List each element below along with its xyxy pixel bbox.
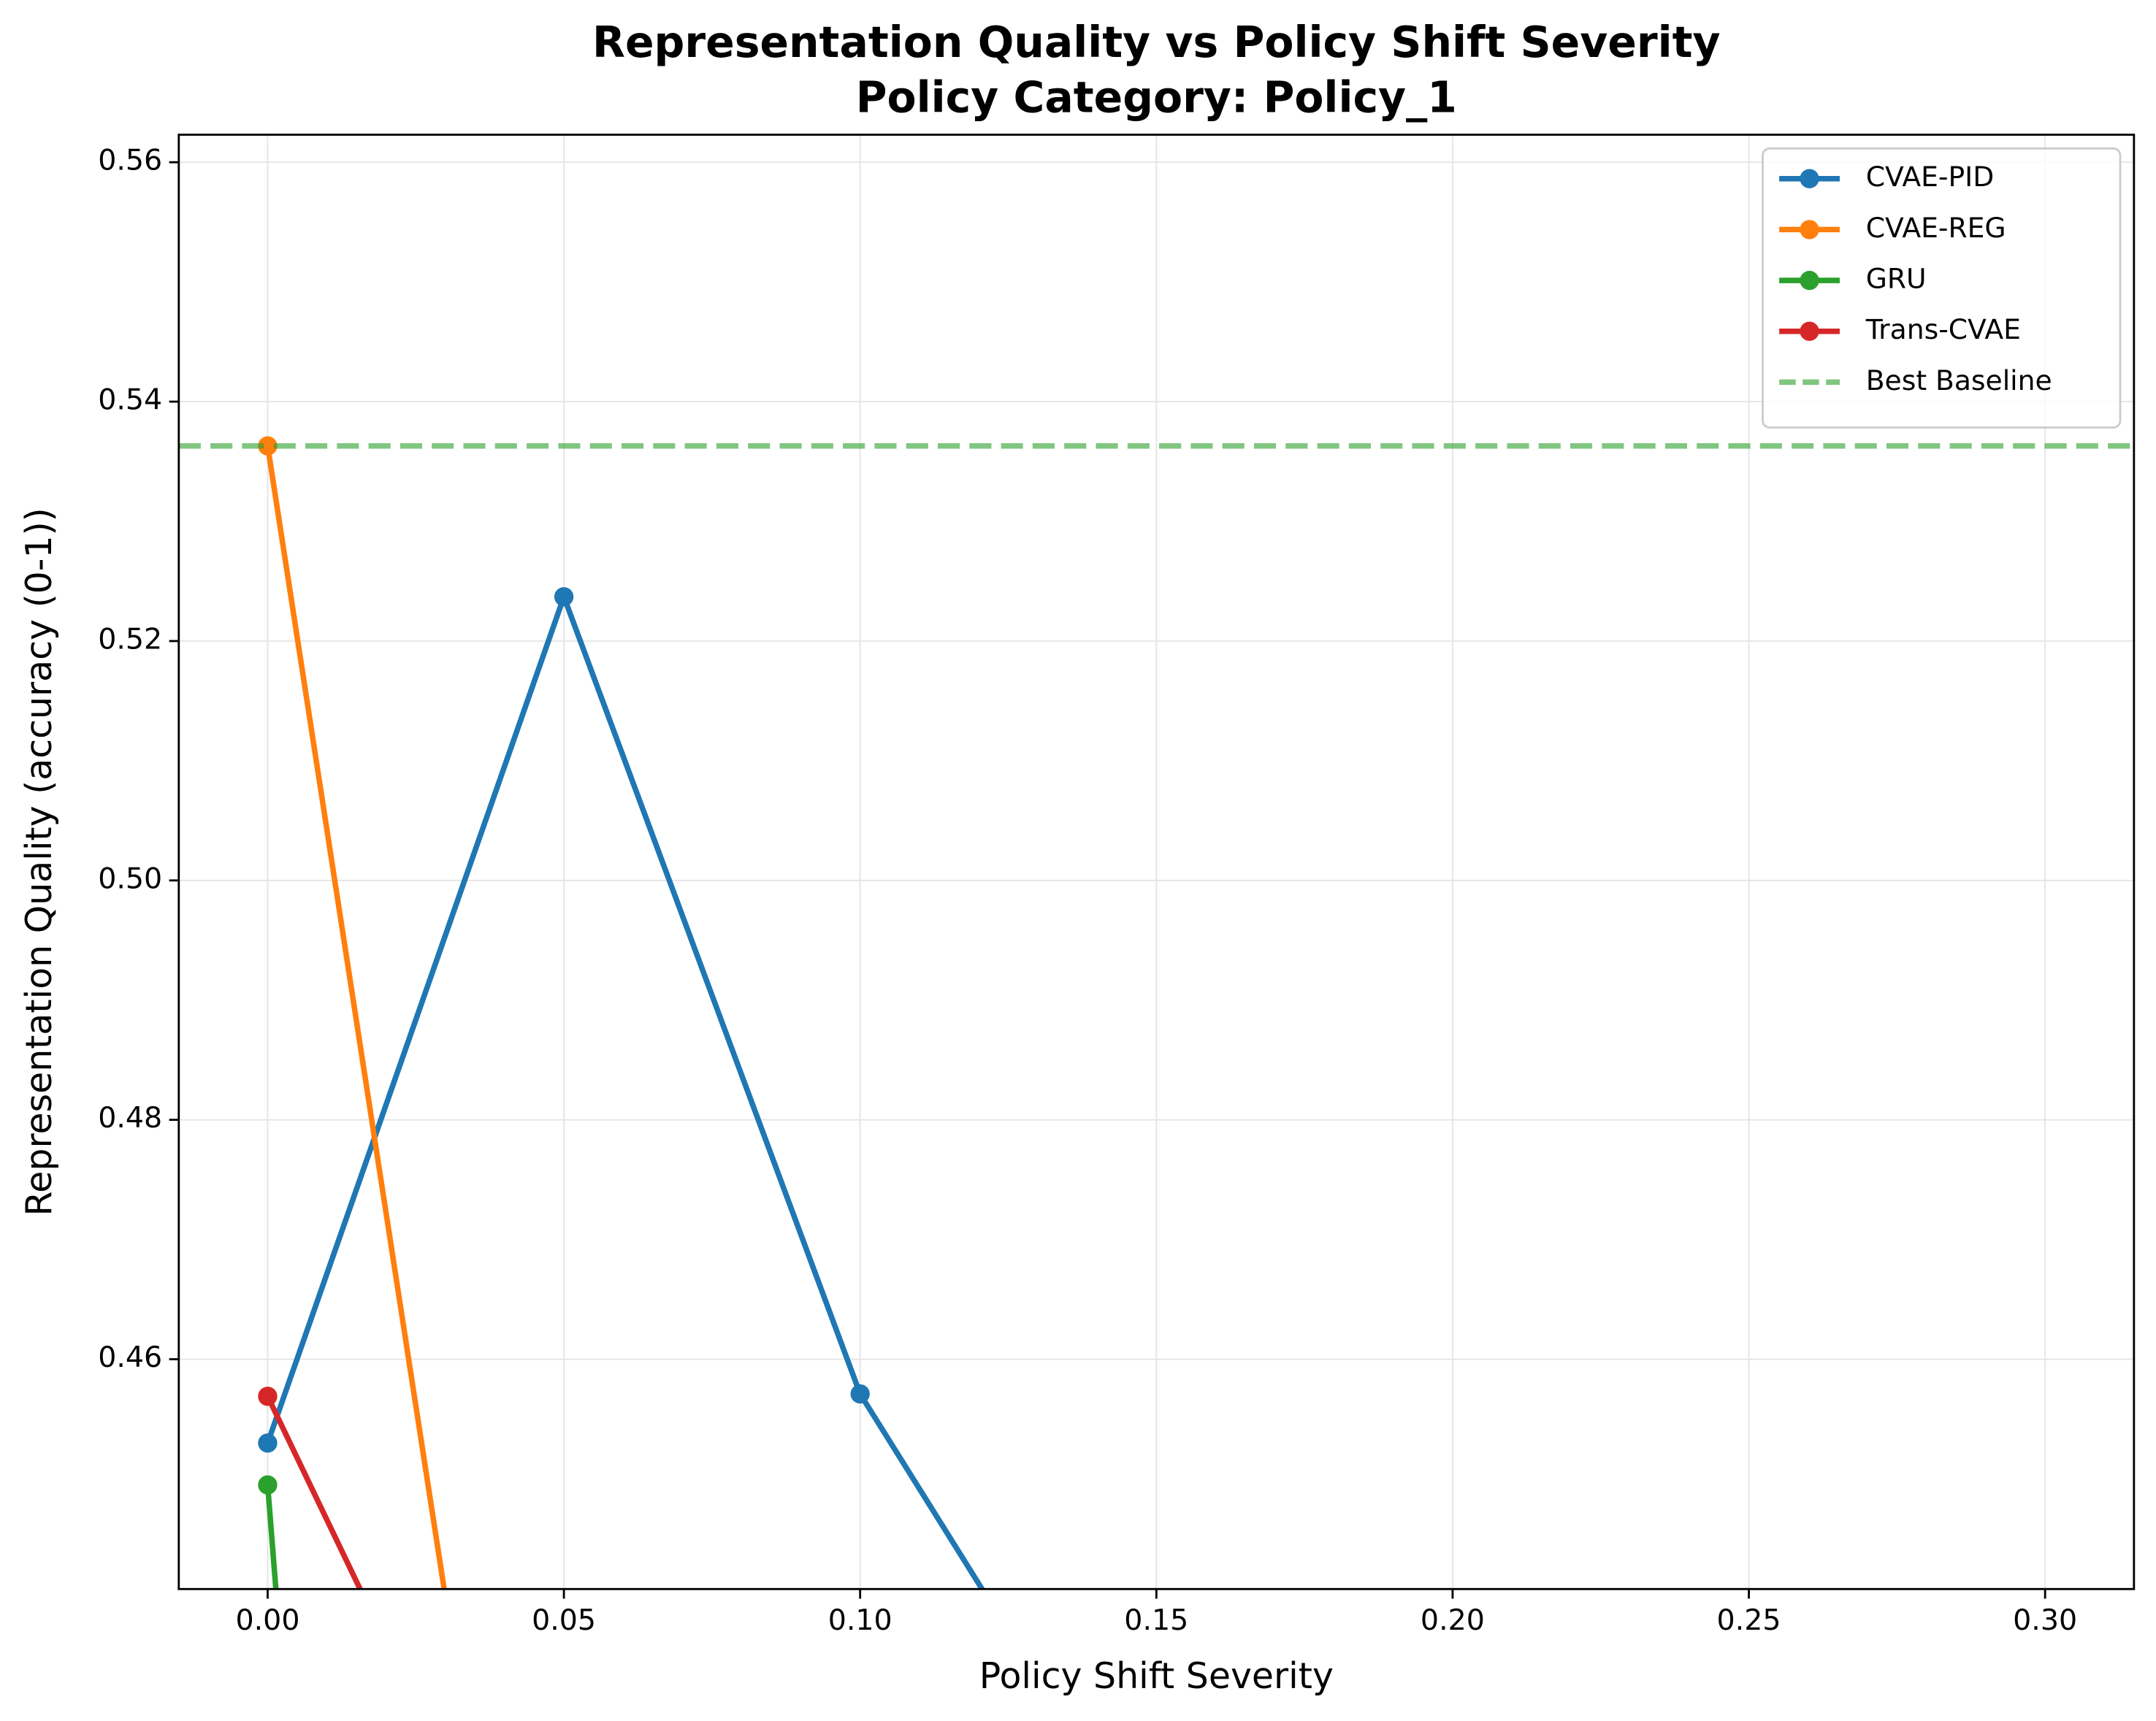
y-tick-label: 0.52 — [98, 622, 162, 656]
legend-marker — [1800, 270, 1819, 291]
x-tick-label: 0.00 — [235, 1603, 299, 1637]
x-tick-label: 0.10 — [828, 1603, 892, 1637]
x-tick-label: 0.20 — [1421, 1603, 1485, 1637]
series-line — [265, 1395, 364, 1590]
legend-box — [1762, 147, 2122, 429]
legend: CVAE-PID CVAE-REG GRU Trans-CVAE Best Baseli… — [1762, 147, 2122, 429]
legend-label: CVAE-PID — [1866, 161, 1995, 193]
y-tick-label: 0.48 — [98, 1101, 162, 1135]
ticks: 0.00 0.05 0.10 0.15 0.20 0.25 0.30 0.46 0.48 0.50… — [98, 144, 2077, 1637]
legend-marker — [1800, 169, 1819, 188]
legend-marker — [1800, 321, 1819, 341]
x-tick-label: 0.15 — [1124, 1603, 1188, 1637]
data-point — [554, 587, 574, 607]
x-tick-label: 0.30 — [2013, 1603, 2077, 1637]
y-tick-label: 0.56 — [98, 144, 162, 177]
series-line — [264, 445, 447, 1590]
plot-area — [178, 436, 2134, 1590]
legend-label: GRU — [1866, 263, 1927, 295]
data-point — [258, 1433, 278, 1453]
data-point — [850, 1384, 870, 1404]
legend-label: CVAE-REG — [1866, 212, 2006, 244]
data-point — [258, 1475, 278, 1495]
chart-subtitle: Policy Category: Policy_1 — [856, 73, 1457, 123]
data-point — [258, 436, 278, 456]
legend-label: Trans-CVAE — [1865, 313, 2021, 345]
y-tick-label: 0.46 — [98, 1341, 162, 1374]
x-tick-label: 0.25 — [1717, 1603, 1781, 1637]
series-line — [264, 594, 986, 1590]
chart-title: Representation Quality vs Policy Shift S… — [592, 18, 1721, 67]
legend-label: Best Baseline — [1866, 364, 2052, 396]
y-axis-label: Representation Quality (accuracy (0-1)) — [18, 507, 60, 1216]
y-tick-label: 0.54 — [98, 383, 162, 417]
x-axis-label: Policy Shift Severity — [979, 1655, 1334, 1697]
data-point — [258, 1387, 278, 1406]
x-tick-label: 0.05 — [532, 1603, 596, 1637]
legend-marker — [1800, 220, 1819, 239]
grid — [178, 134, 2134, 1590]
y-tick-label: 0.50 — [98, 862, 162, 895]
